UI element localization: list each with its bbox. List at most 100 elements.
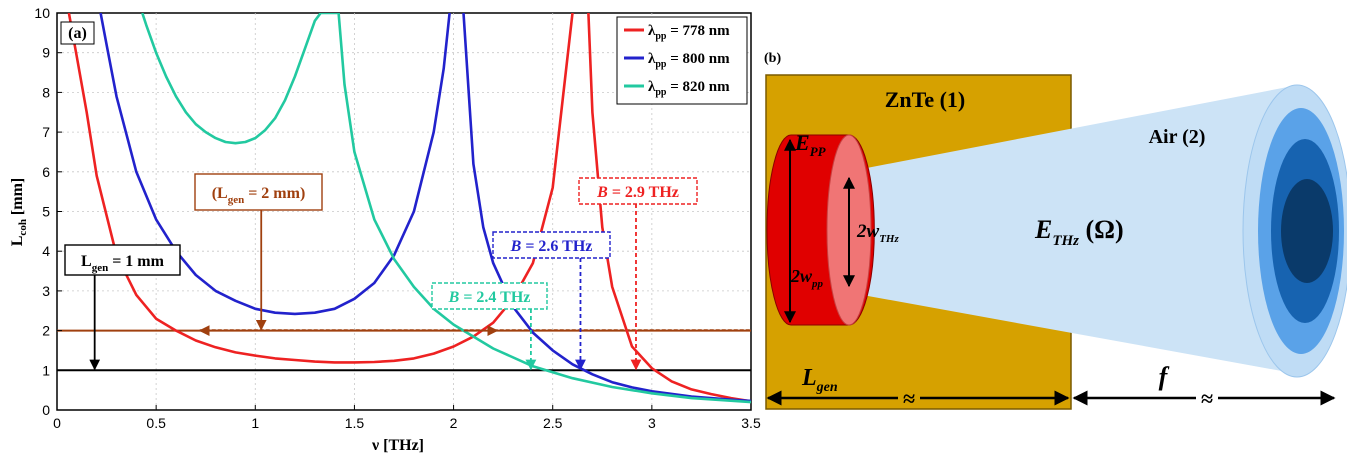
x-tick-label: 2 <box>450 415 458 431</box>
annotation-value: = 1 mm <box>108 253 164 270</box>
annotation-b29: B = 2.9 THz <box>578 177 698 371</box>
annotation-text: Lgen = 1 mm <box>81 253 165 274</box>
wthz-label-main: 2w <box>856 221 880 242</box>
panel-label-b: (b) <box>764 51 781 66</box>
grid-lines <box>57 13 751 410</box>
x-tick-label: 0.5 <box>146 415 166 431</box>
lgen-break-bg <box>898 388 920 408</box>
air-label: Air (2) <box>1149 126 1206 148</box>
annotation-box <box>492 231 611 259</box>
lgen-label-main: L <box>801 365 817 391</box>
y-tick-label: 4 <box>42 243 50 259</box>
cone-ring-4 <box>1281 179 1333 283</box>
annotation-l1: Lgen = 1 mm <box>64 244 181 371</box>
x-tick-label: 3.5 <box>741 415 761 431</box>
panel-label-a: (a) <box>68 25 87 42</box>
x-tick-label: 2.5 <box>543 415 563 431</box>
annotation-main: L <box>81 253 92 270</box>
epp-label: EPP <box>794 130 827 159</box>
annotation-value: = 2 mm) <box>244 185 305 202</box>
epp-label-sub: PP <box>810 144 827 159</box>
annotation-text: B = 2.6 THz <box>510 238 593 255</box>
x-tick-label: 3 <box>648 415 656 431</box>
y-tick-label: 2 <box>42 323 50 339</box>
y-tick-label: 9 <box>42 45 50 61</box>
lgen-label-sub: gen <box>816 380 838 395</box>
x-tick-label: 1.5 <box>345 415 365 431</box>
ethz-label: ETHz (Ω) <box>1034 215 1124 249</box>
legend-text: = 820 nm <box>667 79 731 95</box>
annotation-text: B = 2.9 THz <box>596 184 679 201</box>
wpp-label-sub: pp <box>811 278 824 290</box>
annotation-value: = 2.9 THz <box>608 184 679 201</box>
y-axis-label: Lcoh [mm] <box>9 178 29 246</box>
focal-label: f <box>1159 362 1170 391</box>
y-tick-labels: 0 1 2 3 4 5 6 7 8 9 10 <box>34 5 62 418</box>
y-tick-label: 8 <box>42 84 50 100</box>
y-tick-label: 6 <box>42 164 50 180</box>
annotation-box <box>194 173 323 211</box>
legend-text: = 800 nm <box>667 51 731 67</box>
legend-sub: pp <box>655 59 667 70</box>
legend-symbol: λ <box>648 51 656 67</box>
lgen-break-mark: ≈ <box>903 386 915 411</box>
legend-entry: λpp = 820 nm <box>648 79 730 98</box>
annotation-main: B <box>596 184 608 201</box>
x-tick-label: 1 <box>251 415 259 431</box>
thz-beam <box>846 85 1298 374</box>
legend-symbol: λ <box>648 79 656 95</box>
annotation-sub: gen <box>92 262 109 274</box>
annotation-box <box>431 282 548 310</box>
series-line <box>141 13 751 404</box>
crystal-label: ZnTe (1) <box>885 87 965 112</box>
legend-sub: pp <box>655 87 667 98</box>
annotation-main: (L <box>212 185 228 202</box>
annotation-sub: gen <box>228 194 245 206</box>
epp-label-main: E <box>794 130 810 155</box>
wpp-label-main: 2w <box>790 266 813 286</box>
legend-entry: λpp = 800 nm <box>648 51 730 70</box>
diagram-panel-b: (b) ZnTe (1) Air (2) EPP 2wpp 2wTHz ETHz… <box>764 51 1347 411</box>
wthz-label-sub: THz <box>879 233 899 245</box>
series-line <box>99 13 751 403</box>
ethz-label-sub: THz <box>1052 233 1079 249</box>
y-tick-label: 10 <box>34 5 50 21</box>
focal-break-bg <box>1196 388 1218 408</box>
annotation-main: B <box>448 289 460 306</box>
annotation-b24: B = 2.4 THz <box>431 282 548 371</box>
y-tick-label: 1 <box>42 362 50 378</box>
legend-entry: λpp = 778 nm <box>648 23 730 42</box>
y-tick-label: 7 <box>42 124 50 140</box>
panel-label-box-a <box>60 21 95 45</box>
y-axis-label-sub: coh <box>17 219 29 236</box>
x-axis-label: ν [THz] <box>371 437 424 454</box>
focal-break-mark: ≈ <box>1201 386 1213 411</box>
ethz-label-main: E <box>1034 215 1052 244</box>
legend-symbol: λ <box>648 23 656 39</box>
y-tick-label: 0 <box>42 402 50 418</box>
annotation-box <box>64 244 181 276</box>
annotation-main: B <box>510 238 522 255</box>
legend-text: = 778 nm <box>667 23 731 39</box>
lgen-label: Lgen <box>801 365 838 395</box>
y-tick-label: 5 <box>42 204 50 220</box>
legend-sub: pp <box>655 31 667 42</box>
annotation-l2: (Lgen = 2 mm) <box>194 173 323 331</box>
y-axis-label-main: L <box>9 236 26 247</box>
x-tick-labels: 0 0.5 1 1.5 2 2.5 3 3.5 <box>53 405 761 431</box>
ethz-label-arg: (Ω) <box>1079 215 1124 244</box>
y-axis-label-unit: [mm] <box>9 178 26 215</box>
annotation-b26: B = 2.6 THz <box>492 231 611 371</box>
x-tick-label: 0 <box>53 415 61 431</box>
annotation-text: (Lgen = 2 mm) <box>212 185 306 206</box>
annotation-box <box>578 177 698 205</box>
annotation-value: = 2.4 THz <box>459 289 530 306</box>
wthz-label: 2wTHz <box>856 221 899 245</box>
annotation-value: = 2.6 THz <box>521 238 592 255</box>
y-tick-label: 3 <box>42 283 50 299</box>
